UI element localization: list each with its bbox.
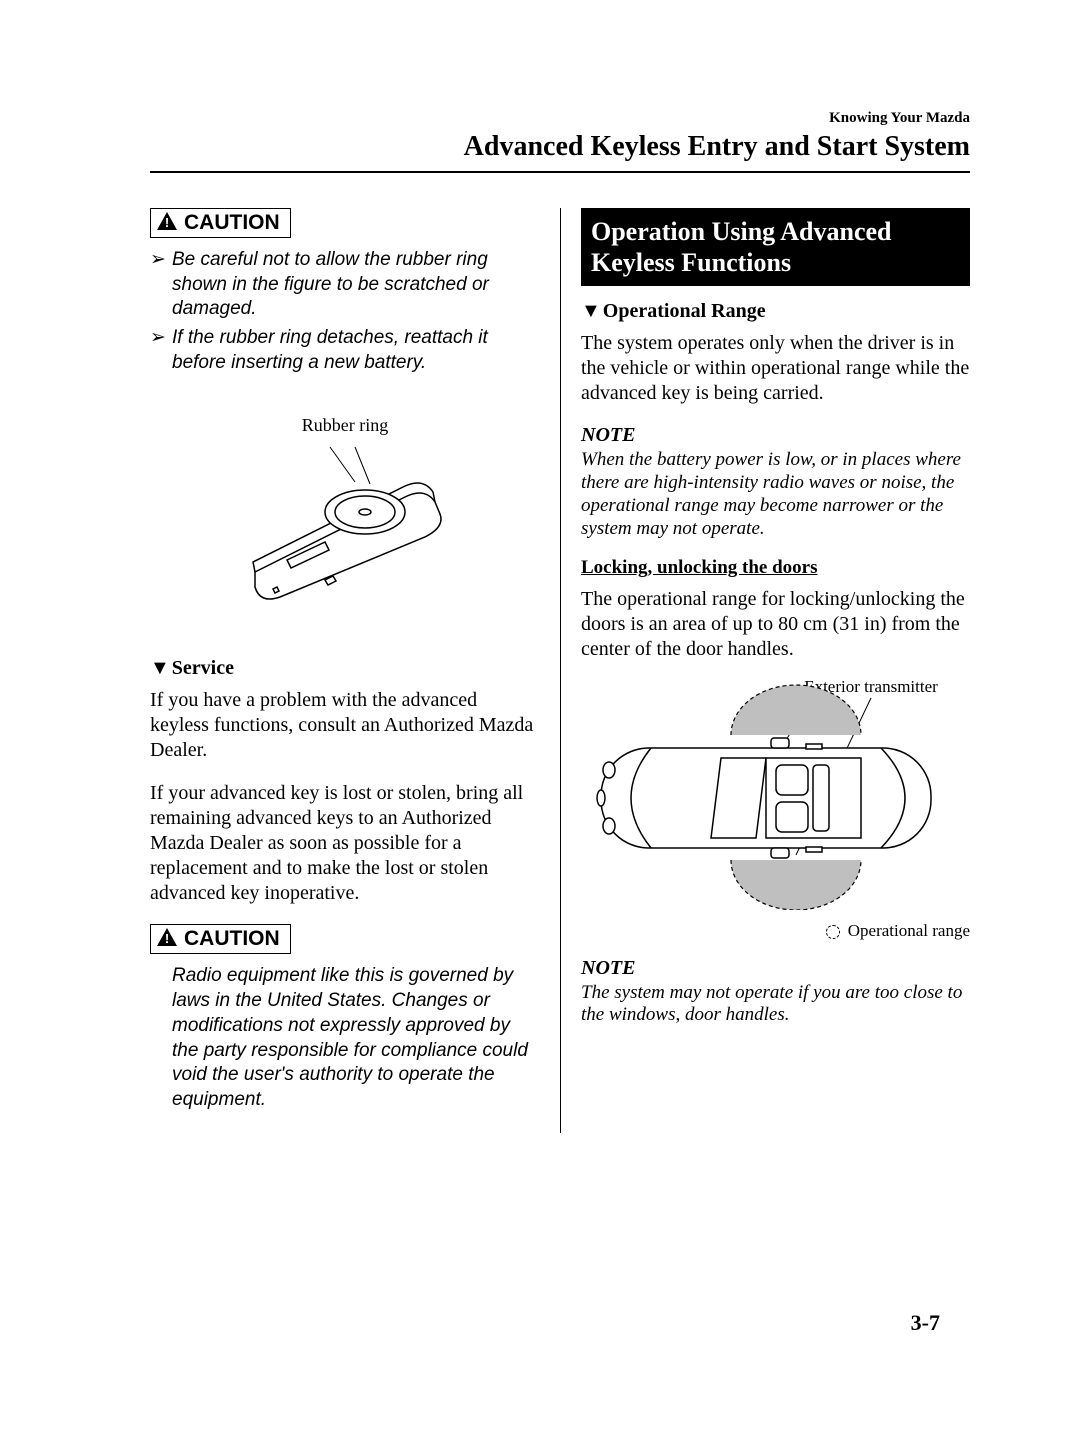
legend-row: Operational range — [581, 921, 970, 941]
two-column-layout: ! CAUTION Be careful not to allow the ru… — [150, 208, 970, 1133]
note-text-1: When the battery power is low, or in pla… — [581, 449, 970, 540]
figure-key-fob: Rubber ring — [150, 415, 540, 607]
header-rule — [150, 171, 970, 173]
header-title: Advanced Keyless Entry and Start System — [150, 131, 970, 163]
section-title: Operation Using Advanced Keyless Functio… — [581, 208, 970, 286]
caution-item: Be careful not to allow the rubber ring … — [172, 248, 540, 322]
header-small-text: Knowing Your Mazda — [150, 110, 970, 127]
note-label-1: NOTE — [581, 424, 970, 447]
locking-paragraph: The operational range for locking/unlock… — [581, 587, 970, 662]
service-paragraph-2: If your advanced key is lost or stolen, … — [150, 781, 540, 906]
svg-text:!: ! — [165, 215, 169, 230]
svg-text:!: ! — [165, 931, 169, 946]
car-top-view-illustration-icon: Exterior transmitter — [581, 680, 951, 910]
key-fob-illustration-icon — [225, 442, 465, 602]
figure-car-range: Exterior transmitter — [581, 680, 970, 941]
note-text-2: The system may not operate if you are to… — [581, 982, 970, 1028]
locking-heading: Locking, unlocking the doors — [581, 557, 970, 579]
warning-triangle-icon: ! — [157, 928, 177, 951]
figure-key-caption: Rubber ring — [150, 415, 540, 436]
caution-item: If the rubber ring detaches, reattach it… — [172, 326, 540, 375]
caution-paragraph-2: Radio equipment like this is governed by… — [150, 964, 540, 1112]
warning-triangle-icon: ! — [157, 212, 177, 235]
note-label-2: NOTE — [581, 957, 970, 980]
page-number: 3-7 — [911, 1310, 940, 1336]
caution-list-1: Be careful not to allow the rubber ring … — [150, 248, 540, 375]
service-paragraph-1: If you have a problem with the advanced … — [150, 688, 540, 763]
caution-box-2: ! CAUTION — [150, 924, 291, 954]
operational-range-heading: Operational Range — [581, 300, 970, 323]
legend-label: Operational range — [848, 921, 970, 940]
caution-label-1: CAUTION — [184, 211, 280, 234]
left-column: ! CAUTION Be careful not to allow the ru… — [150, 208, 560, 1133]
legend-circle-icon — [826, 925, 840, 939]
service-heading: Service — [150, 657, 540, 680]
right-column: Operation Using Advanced Keyless Functio… — [560, 208, 970, 1133]
caution-box-1: ! CAUTION — [150, 208, 291, 238]
operational-range-paragraph: The system operates only when the driver… — [581, 331, 970, 406]
page-header: Knowing Your Mazda Advanced Keyless Entr… — [150, 110, 970, 163]
caution-label-2: CAUTION — [184, 927, 280, 950]
